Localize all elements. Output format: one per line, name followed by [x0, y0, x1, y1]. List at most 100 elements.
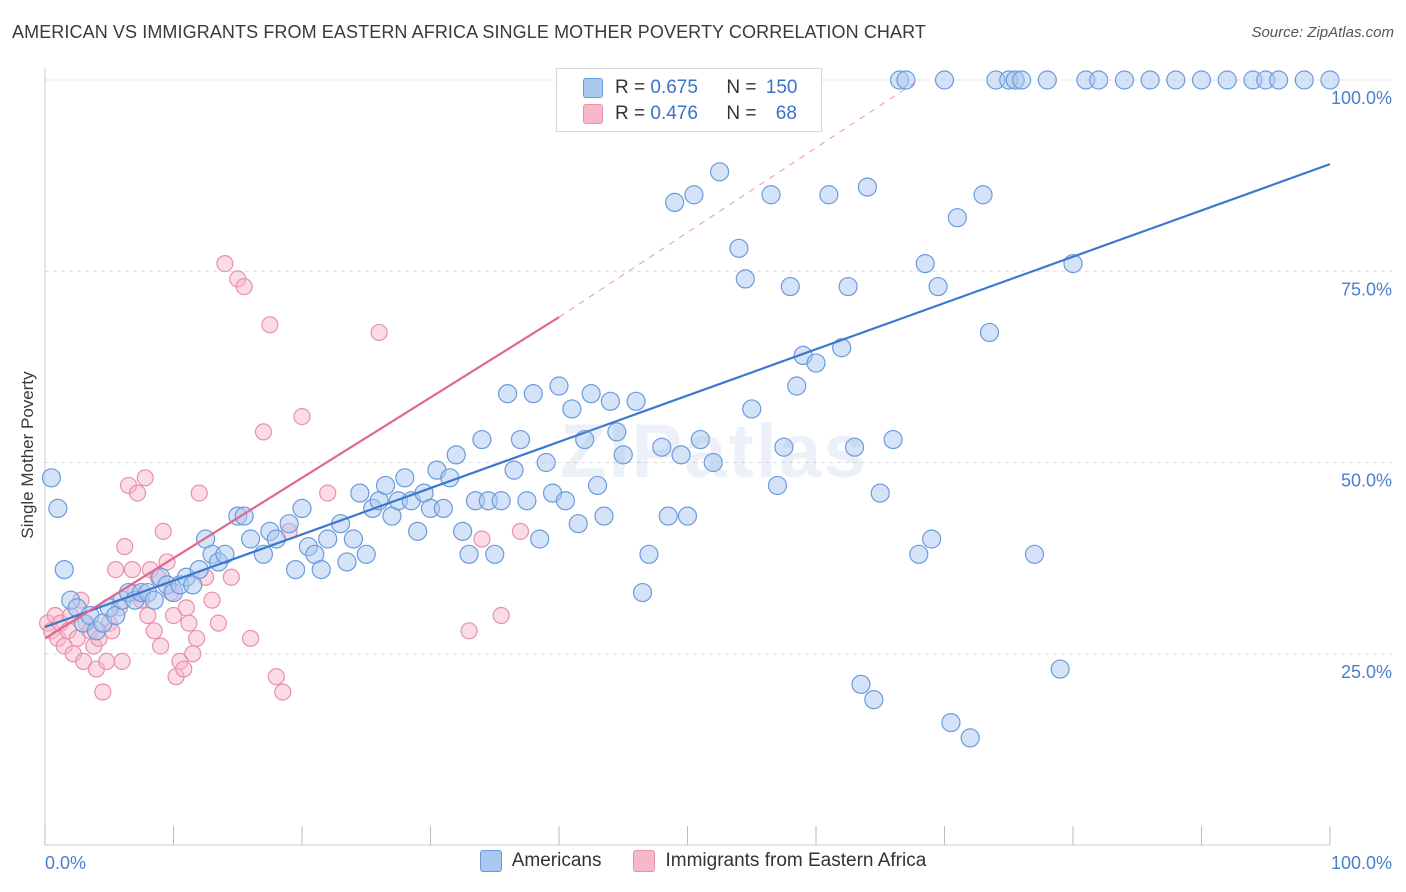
- legend-r-value: 0.675: [650, 77, 698, 98]
- americans-point: [742, 399, 762, 419]
- americans-point: [266, 529, 286, 549]
- immigrants-point: [370, 323, 388, 342]
- legend-item-americans[interactable]: Americans: [479, 850, 602, 872]
- americans-point: [864, 690, 884, 710]
- americans-point: [832, 338, 852, 358]
- americans-point: [1050, 659, 1070, 679]
- americans-point: [1037, 70, 1057, 90]
- immigrants-point: [116, 538, 134, 556]
- americans-point: [665, 192, 685, 212]
- immigrants-point: [98, 652, 116, 671]
- y-tick-label: 25.0%: [1341, 662, 1392, 682]
- legend-n-label: N =: [726, 77, 762, 98]
- americans-point: [613, 445, 633, 465]
- americans-trend-line: [44, 163, 1331, 629]
- americans-point: [735, 269, 755, 289]
- americans-legend-swatch: [479, 850, 502, 872]
- immigrants-point: [136, 469, 154, 487]
- americans-point: [690, 429, 710, 450]
- americans-point: [594, 506, 614, 526]
- americans-point: [504, 460, 524, 480]
- americans-point: [767, 475, 788, 496]
- immigrants-point: [145, 622, 163, 640]
- legend-r-label: R =: [615, 103, 651, 124]
- americans-point: [498, 384, 518, 404]
- americans-point: [626, 391, 646, 411]
- americans-point: [472, 429, 492, 450]
- americans-point: [973, 185, 993, 205]
- axes: [44, 68, 1331, 846]
- americans-point: [41, 468, 62, 488]
- americans-point: [587, 475, 608, 496]
- americans-point: [523, 384, 543, 404]
- americans-point: [433, 498, 453, 518]
- americans-point: [857, 177, 878, 197]
- americans-point: [780, 276, 800, 297]
- americans-point: [144, 590, 164, 610]
- americans-point: [1140, 70, 1160, 90]
- trend-lines: [44, 79, 1331, 640]
- americans-point: [896, 70, 916, 90]
- americans-point: [453, 521, 473, 541]
- americans-point: [356, 544, 376, 564]
- legend-row-americans: R = 0.675 N = 150: [583, 75, 797, 101]
- americans-point: [279, 514, 299, 534]
- americans-point: [1024, 544, 1045, 564]
- americans-point: [632, 582, 653, 603]
- americans-point: [285, 559, 306, 580]
- immigrants-point: [123, 560, 141, 579]
- correlation-legend: R = 0.675 N = 150 R = 0.476 N = 68: [556, 68, 822, 132]
- americans-point: [485, 544, 505, 564]
- americans-point: [581, 384, 601, 404]
- immigrants-point: [175, 660, 193, 678]
- immigrants-point: [492, 606, 510, 625]
- americans-point: [851, 674, 871, 694]
- americans-point: [549, 376, 569, 396]
- legend-item-immigrants[interactable]: Immigrants from Eastern Africa: [633, 850, 926, 872]
- americans-point: [555, 491, 576, 511]
- americans-point: [947, 208, 967, 228]
- americans-point: [774, 437, 794, 457]
- immigrants-point: [203, 591, 221, 609]
- immigrants-point: [242, 629, 260, 648]
- americans-point: [337, 552, 357, 572]
- americans-point: [1166, 70, 1186, 90]
- tick-labels: 25.0% 50.0% 75.0% 100.0% 0.0% 100.0% Single Mo…: [18, 88, 1392, 873]
- immigrants-point: [190, 484, 208, 502]
- immigrants-point: [68, 629, 86, 648]
- americans-point: [703, 452, 723, 473]
- immigrants-point: [139, 606, 157, 625]
- x-tick-label: 100.0%: [1331, 853, 1392, 873]
- source-label: Source: ZipAtlas.com: [1251, 24, 1394, 41]
- americans-point: [568, 514, 588, 534]
- americans-point: [979, 322, 1000, 343]
- legend-r-label: R =: [615, 77, 651, 98]
- immigrants-point: [261, 316, 279, 334]
- americans-point: [806, 353, 826, 373]
- gridlines: [45, 79, 1392, 655]
- y-tick-label: 100.0%: [1331, 88, 1392, 108]
- y-tick-label: 50.0%: [1341, 471, 1392, 491]
- immigrants-point: [113, 652, 131, 671]
- legend-n-value: 150: [765, 77, 798, 98]
- americans-point: [607, 422, 627, 442]
- immigrants-point: [128, 484, 147, 502]
- immigrants-point: [164, 606, 183, 625]
- immigrants-point: [460, 622, 478, 640]
- americans-point: [600, 391, 621, 411]
- americans-point: [343, 529, 363, 549]
- americans-point: [350, 483, 370, 503]
- americans-point: [922, 529, 942, 549]
- americans-point: [536, 452, 556, 473]
- y-tick-label: 75.0%: [1341, 279, 1392, 299]
- immigrants-point: [473, 530, 491, 548]
- immigrants-point: [180, 614, 198, 632]
- americans-point: [1268, 70, 1289, 90]
- americans-legend-label: Americans: [511, 850, 602, 871]
- legend-n-value: 68: [775, 103, 797, 124]
- immigrants-point: [188, 629, 206, 648]
- americans-point: [915, 254, 935, 274]
- americans-point: [510, 429, 531, 450]
- watermark: ZIPatlas: [560, 409, 868, 494]
